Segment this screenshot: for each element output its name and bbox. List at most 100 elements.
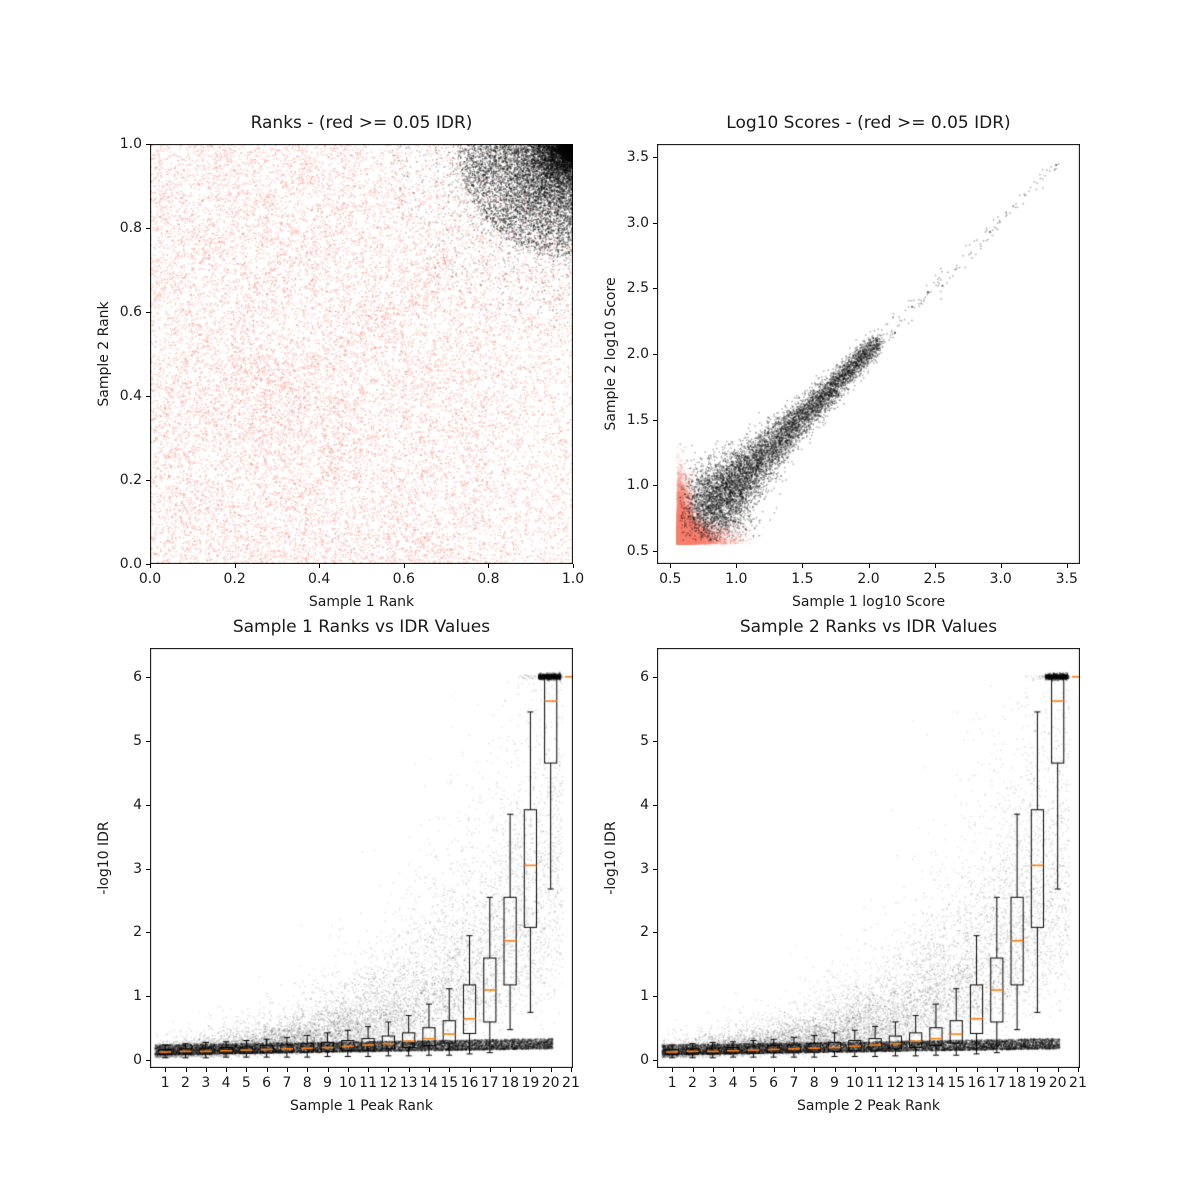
- y-tick-label: 0.6: [119, 304, 142, 320]
- x-tickmark: [868, 564, 870, 568]
- y-tickmark: [653, 485, 657, 487]
- x-tick-label: 21: [562, 1075, 580, 1091]
- x-tickmark: [692, 1068, 694, 1072]
- x-tickmark: [854, 1068, 856, 1072]
- y-axis-label: Sample 2 log10 Score: [603, 277, 619, 431]
- y-tick-label: 2: [133, 924, 142, 941]
- x-tick-label: 13: [906, 1075, 925, 1091]
- y-tick-label: 0.2: [119, 472, 142, 488]
- x-tickmark: [368, 1068, 370, 1072]
- x-tick-label: 5: [241, 1075, 251, 1091]
- x-tick-label: 4: [221, 1075, 231, 1091]
- y-tick-label: 0: [133, 1052, 142, 1069]
- x-tickmark: [388, 1068, 390, 1072]
- subplot-log10-scores: Log10 Scores - (red >= 0.05 IDR) Sample …: [603, 113, 1080, 610]
- y-tick-label: 4: [640, 796, 649, 813]
- x-tickmark: [226, 1068, 228, 1072]
- x-tickmark: [550, 1068, 552, 1072]
- y-tickmark: [146, 480, 150, 481]
- x-tickmark: [489, 1068, 491, 1072]
- x-tickmark: [469, 1068, 471, 1072]
- x-tick-label: 18: [501, 1075, 520, 1091]
- x-tick-label: 3: [201, 1075, 211, 1091]
- subplot-ranks: Ranks - (red >= 0.05 IDR) Sample 2 Rank …: [96, 113, 584, 610]
- y-tickmark: [653, 996, 657, 998]
- y-tickmark: [653, 288, 657, 290]
- y-tick-label: 3.5: [626, 149, 649, 166]
- x-tick-label: 13: [399, 1075, 418, 1091]
- x-tickmark: [510, 1068, 512, 1072]
- x-tick-label: 1.0: [725, 571, 748, 587]
- x-tickmark: [1000, 564, 1002, 568]
- x-tick-label: 20: [1048, 1075, 1067, 1091]
- x-tickmark: [530, 1068, 532, 1072]
- y-tickmark: [653, 419, 657, 421]
- x-tick-label: 20: [541, 1075, 560, 1091]
- x-tickmark: [672, 1068, 674, 1072]
- x-tickmark: [347, 1068, 349, 1072]
- y-tick-label: 3: [133, 860, 142, 877]
- x-tickmark: [834, 1068, 836, 1072]
- y-tickmark: [146, 1060, 150, 1062]
- y-tickmark: [653, 157, 657, 159]
- x-axis-label: Sample 2 Peak Rank: [797, 1098, 940, 1114]
- y-tick-label: 3.0: [626, 214, 649, 231]
- x-tickmark: [670, 564, 672, 568]
- x-tickmark: [449, 1068, 451, 1072]
- x-tickmark: [1017, 1068, 1019, 1072]
- x-tick-label: 11: [866, 1075, 884, 1091]
- x-tick-label: 0.5: [659, 571, 682, 587]
- x-tick-label: 16: [967, 1075, 986, 1091]
- y-tick-label: 3: [640, 860, 649, 877]
- x-tick-label: 2: [181, 1075, 190, 1091]
- x-tick-label: 7: [282, 1075, 292, 1091]
- x-tick-label: 11: [359, 1075, 377, 1091]
- y-tickmark: [146, 144, 150, 145]
- y-tickmark: [146, 228, 150, 229]
- x-tick-label: 15: [440, 1075, 459, 1091]
- y-tickmark: [146, 396, 150, 397]
- x-tick-label: 17: [480, 1075, 499, 1091]
- y-tickmark: [146, 740, 150, 742]
- x-tick-label: 0.8: [477, 571, 500, 587]
- scatter-boxplot-canvas: [150, 648, 573, 1068]
- x-tick-label: 0.0: [138, 571, 162, 587]
- x-tick-label: 0.4: [308, 571, 331, 587]
- x-tick-label: 16: [460, 1075, 479, 1091]
- x-tick-label: 19: [521, 1075, 540, 1091]
- x-tickmark: [327, 1068, 329, 1072]
- x-tickmark: [773, 1068, 775, 1072]
- y-tickmark: [653, 868, 657, 870]
- y-tickmark: [653, 932, 657, 934]
- y-tick-label: 0.4: [119, 388, 142, 404]
- plot-title: Sample 2 Ranks vs IDR Values: [739, 617, 998, 637]
- x-tick-label: 8: [809, 1075, 819, 1091]
- x-tickmark: [802, 564, 804, 568]
- x-tick-label: 8: [302, 1075, 312, 1091]
- y-tick-label: 5: [133, 732, 142, 749]
- x-tickmark: [1037, 1068, 1039, 1072]
- x-tick-label: 9: [830, 1075, 839, 1091]
- y-tick-label: 4: [133, 796, 142, 813]
- x-tickmark: [185, 1068, 187, 1072]
- y-tick-label: 1: [133, 988, 142, 1005]
- x-tickmark: [996, 1068, 998, 1072]
- x-tick-label: 18: [1008, 1075, 1027, 1091]
- x-tick-label: 14: [927, 1075, 945, 1091]
- x-tick-label: 9: [323, 1075, 332, 1091]
- y-tickmark: [653, 740, 657, 742]
- y-tickmark: [653, 222, 657, 224]
- x-tick-label: 2.5: [923, 571, 946, 587]
- y-axis-label: -log10 IDR: [96, 821, 112, 895]
- x-tick-label: 1: [160, 1075, 170, 1091]
- y-tick-label: 0.0: [119, 556, 142, 572]
- x-tick-label: 1.0: [561, 571, 585, 587]
- x-tickmark: [935, 1068, 937, 1072]
- subplot-sample2-idr: Sample 2 Ranks vs IDR Values -log10 IDR …: [603, 617, 1087, 1114]
- x-tickmark: [753, 1068, 755, 1072]
- y-axis-label: Sample 2 Rank: [96, 301, 112, 407]
- x-tickmark: [934, 564, 936, 568]
- y-tick-label: 0.5: [626, 542, 649, 559]
- plot-title: Ranks - (red >= 0.05 IDR): [250, 113, 473, 133]
- x-tickmark: [319, 564, 321, 568]
